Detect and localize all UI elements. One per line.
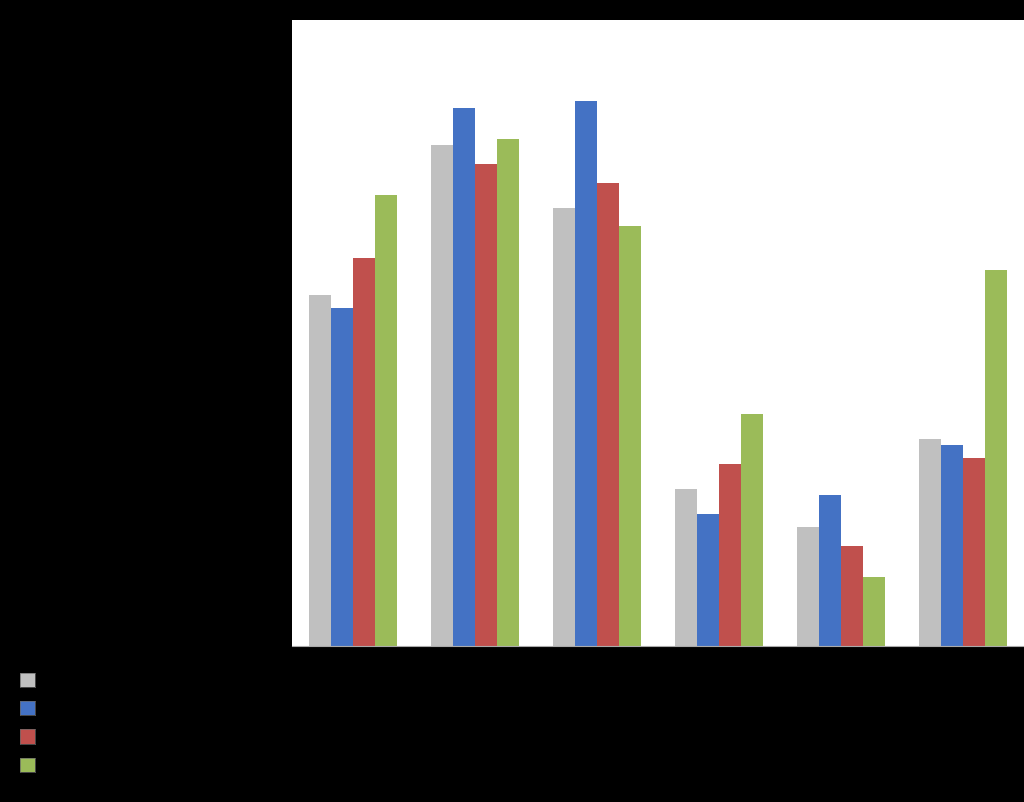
Bar <box>574 101 597 646</box>
Bar <box>985 270 1007 646</box>
Bar <box>741 414 763 646</box>
Bar <box>353 257 375 646</box>
Bar <box>863 577 885 646</box>
Bar <box>309 295 331 646</box>
Bar <box>431 145 453 646</box>
Bar <box>675 489 697 646</box>
Bar <box>618 226 641 646</box>
Bar <box>941 445 963 646</box>
Bar <box>797 527 819 646</box>
Bar <box>697 514 719 646</box>
Bar <box>453 107 475 646</box>
Bar <box>920 439 941 646</box>
Bar <box>841 545 863 646</box>
Bar <box>963 458 985 646</box>
Bar <box>597 183 618 646</box>
Bar <box>475 164 497 646</box>
Bar <box>719 464 741 646</box>
Bar <box>819 496 841 646</box>
Bar <box>497 139 519 646</box>
Bar <box>375 195 396 646</box>
Bar <box>553 208 574 646</box>
Bar <box>331 308 353 646</box>
